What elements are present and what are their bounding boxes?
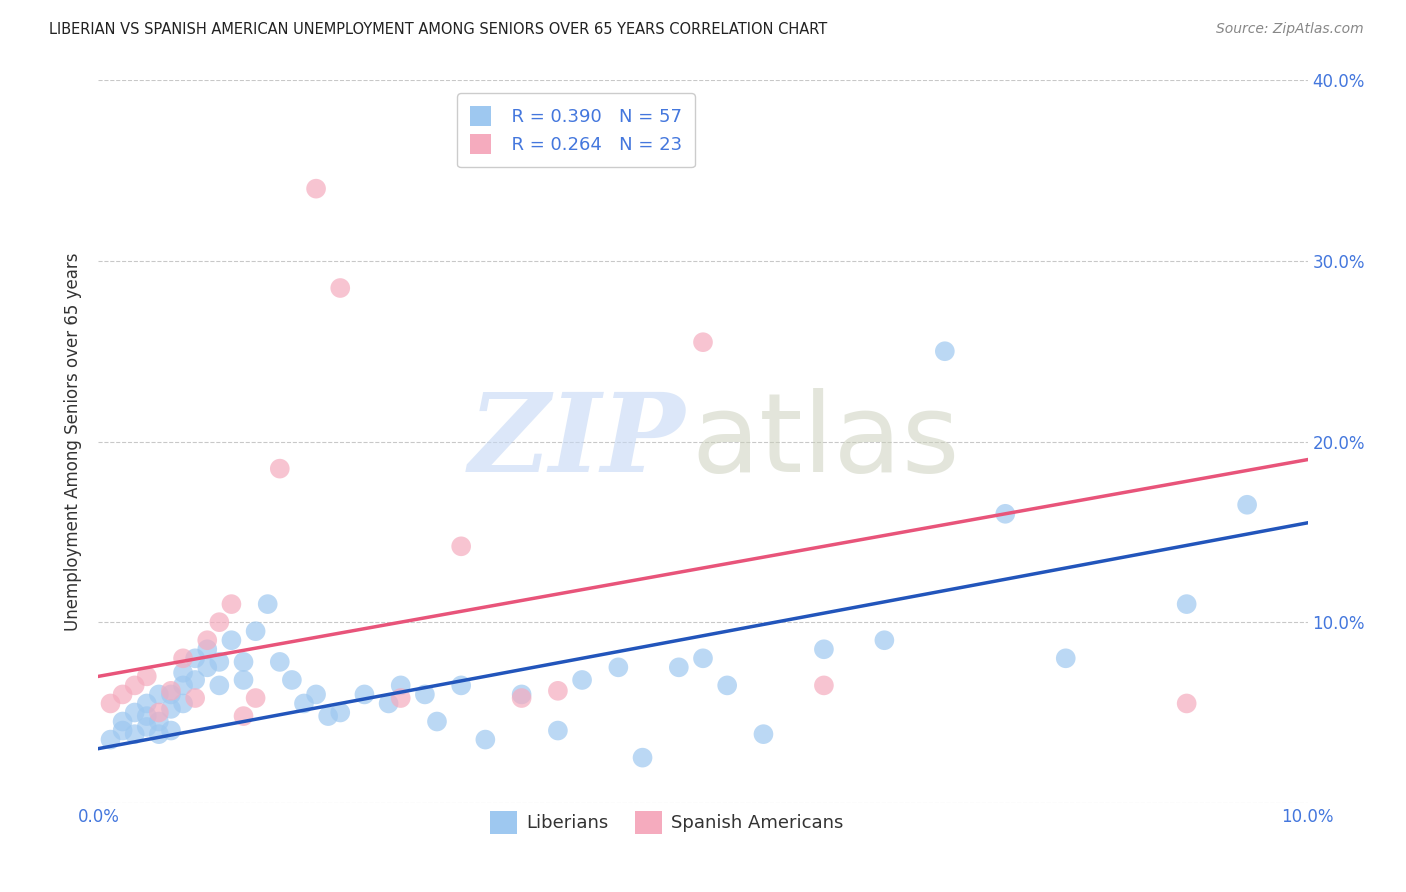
Point [232, 673, 254, 687]
Point [571, 673, 593, 687]
Point [269, 461, 291, 475]
Point [184, 651, 207, 665]
Text: Source: ZipAtlas.com: Source: ZipAtlas.com [1216, 22, 1364, 37]
Point [245, 691, 267, 706]
Point [934, 344, 956, 359]
Point [124, 727, 146, 741]
Point [474, 732, 496, 747]
Point [111, 687, 134, 701]
Point [413, 687, 436, 701]
Point [111, 723, 134, 738]
Point [208, 655, 231, 669]
Point [172, 651, 194, 665]
Point [607, 660, 630, 674]
Point [1175, 597, 1198, 611]
Point [305, 687, 328, 701]
Point [389, 691, 412, 706]
Point [1236, 498, 1258, 512]
Text: ZIP: ZIP [468, 388, 685, 495]
Point [269, 655, 291, 669]
Point [716, 678, 738, 692]
Point [292, 697, 315, 711]
Point [195, 660, 218, 674]
Point [353, 687, 375, 701]
Point [160, 683, 183, 698]
Point [148, 714, 170, 729]
Point [208, 678, 231, 692]
Point [232, 655, 254, 669]
Point [124, 678, 146, 692]
Point [547, 683, 569, 698]
Point [426, 714, 449, 729]
Point [692, 651, 714, 665]
Point [256, 597, 278, 611]
Point [135, 709, 157, 723]
Point [160, 687, 183, 701]
Point [281, 673, 304, 687]
Point [994, 507, 1017, 521]
Point [305, 182, 328, 196]
Point [1175, 697, 1198, 711]
Point [160, 723, 183, 738]
Point [813, 642, 835, 657]
Point [100, 732, 122, 747]
Point [232, 709, 254, 723]
Point [148, 727, 170, 741]
Point [111, 714, 134, 729]
Point [510, 691, 533, 706]
Point [245, 624, 267, 639]
Point [316, 709, 339, 723]
Point [221, 597, 243, 611]
Point [329, 281, 352, 295]
Point [692, 335, 714, 350]
Point [172, 678, 194, 692]
Point [135, 697, 157, 711]
Point [450, 539, 472, 553]
Point [135, 720, 157, 734]
Point [510, 687, 533, 701]
Point [631, 750, 654, 764]
Point [450, 678, 472, 692]
Point [195, 633, 218, 648]
Y-axis label: Unemployment Among Seniors over 65 years: Unemployment Among Seniors over 65 years [65, 252, 83, 631]
Point [221, 633, 243, 648]
Point [752, 727, 775, 741]
Point [377, 697, 399, 711]
Point [100, 697, 122, 711]
Point [124, 706, 146, 720]
Point [668, 660, 690, 674]
Point [329, 706, 352, 720]
Point [873, 633, 896, 648]
Point [148, 687, 170, 701]
Text: LIBERIAN VS SPANISH AMERICAN UNEMPLOYMENT AMONG SENIORS OVER 65 YEARS CORRELATIO: LIBERIAN VS SPANISH AMERICAN UNEMPLOYMEN… [49, 22, 828, 37]
Legend: Liberians, Spanish Americans: Liberians, Spanish Americans [482, 805, 851, 841]
Text: atlas: atlas [690, 388, 959, 495]
Point [172, 665, 194, 680]
Point [813, 678, 835, 692]
Point [160, 702, 183, 716]
Point [547, 723, 569, 738]
Point [172, 697, 194, 711]
Point [148, 706, 170, 720]
Point [135, 669, 157, 683]
Point [1054, 651, 1077, 665]
Point [195, 642, 218, 657]
Point [184, 691, 207, 706]
Point [208, 615, 231, 630]
Point [184, 673, 207, 687]
Point [389, 678, 412, 692]
